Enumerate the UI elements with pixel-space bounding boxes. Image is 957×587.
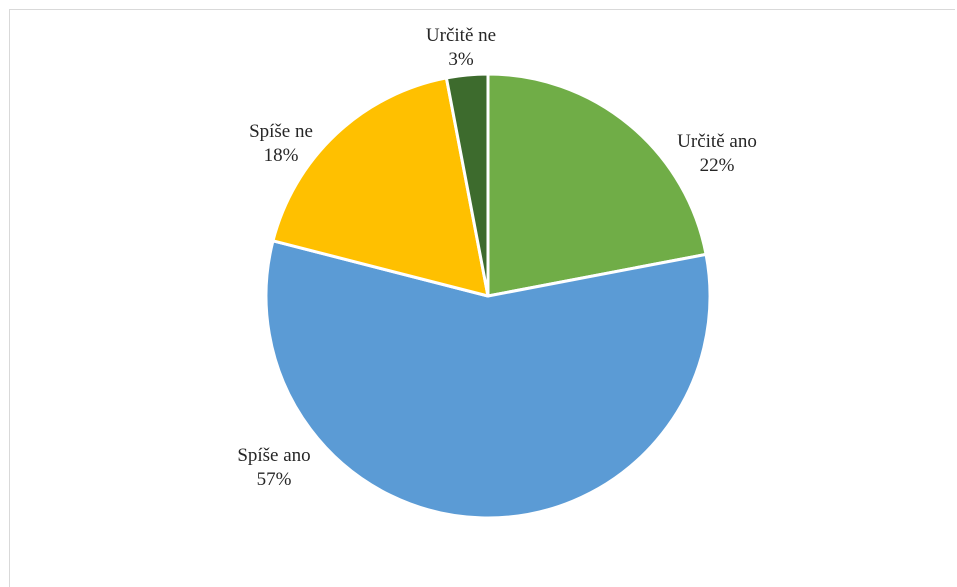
pie-slice-urcite-ano (486, 72, 708, 298)
value-label: 18% (263, 145, 299, 166)
slice-label-urcite-ne: Určitě ne 3% (381, 24, 541, 72)
category-label: Určitě ne (425, 25, 497, 46)
slice-label-spise-ne: Spíše ne 18% (201, 120, 361, 168)
value-label: 3% (448, 49, 474, 70)
slice-label-spise-ano: Spíše ano 57% (194, 444, 354, 492)
pie-slice-spise-ano (264, 239, 712, 520)
slice-label-urcite-ano: Určitě ano 22% (637, 130, 797, 178)
category-label: Určitě ano (677, 131, 757, 152)
category-label: Spíše ano (237, 445, 311, 466)
pie-slice-urcite-ne (444, 72, 490, 298)
pie-slice-spise-ne (271, 76, 490, 298)
category-label: Spíše ne (249, 121, 313, 142)
value-label: 57% (256, 469, 292, 490)
value-label: 22% (699, 155, 735, 176)
